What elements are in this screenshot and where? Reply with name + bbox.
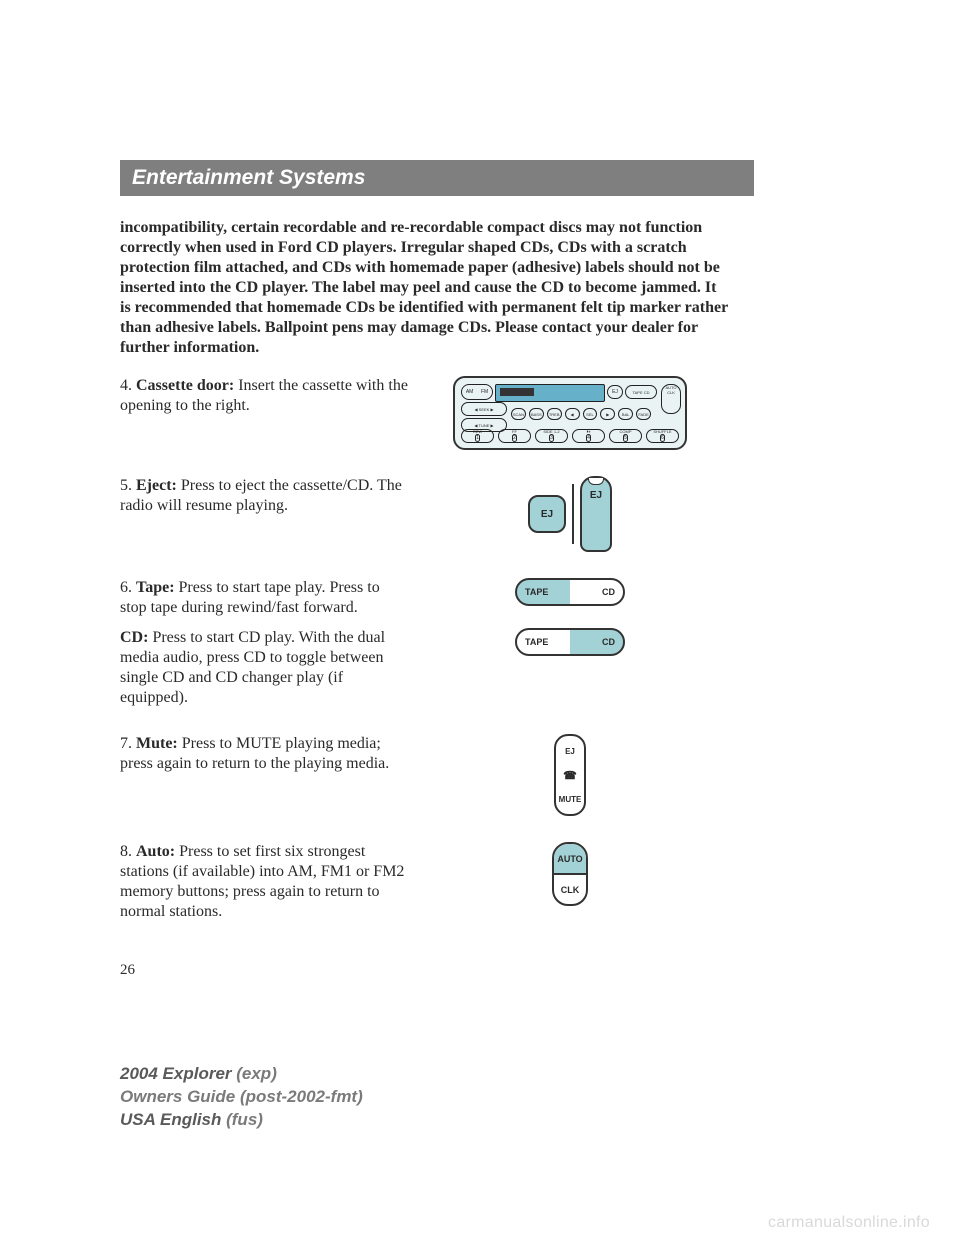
- p1-num: 1: [475, 434, 480, 442]
- p4-num: 4: [586, 434, 591, 442]
- fade-btn: FADE: [636, 408, 651, 420]
- preset-1: REW1: [461, 429, 494, 443]
- figure-divider: [572, 484, 574, 544]
- item-4-figure: AMFM EJ TAPE CD AUTOCLK ◀ SEEK ▶ ◀ TUNE …: [410, 376, 730, 450]
- bass-btn: BASS: [529, 408, 544, 420]
- cd-label: CD: [602, 587, 615, 597]
- phone-icon: ☎: [563, 769, 577, 782]
- item-4-row: 4. Cassette door: Insert the cassette wi…: [120, 376, 730, 450]
- item-5-row: 5. Eject: Press to eject the cassette/CD…: [120, 476, 730, 552]
- radio-tape-cd-button: TAPE CD: [625, 385, 657, 399]
- radio-faceplate: AMFM EJ TAPE CD AUTOCLK ◀ SEEK ▶ ◀ TUNE …: [453, 376, 687, 450]
- item-5-figure: EJ EJ: [410, 476, 730, 552]
- eject-figure: EJ EJ: [528, 476, 612, 552]
- sel-btn: SEL: [583, 408, 598, 420]
- watermark: carmanualsonline.info: [768, 1214, 930, 1232]
- preset-buttons: REW1 FF2 SIDE 1-23 ⏵⏸4 COMP5 SHUFFLE6: [461, 429, 679, 443]
- footer-block: 2004 Explorer (exp) Owners Guide (post-2…: [120, 1063, 363, 1132]
- radio-display: [495, 384, 605, 402]
- item-8-row: 8. Auto: Press to set first six stronges…: [120, 842, 730, 922]
- item-6-row: 6. Tape: Press to start tape play. Press…: [120, 578, 730, 618]
- tape-cd-pill-cd: TAPE CD: [515, 628, 625, 656]
- item-6b-title: CD:: [120, 629, 148, 646]
- mute-label: MUTE: [559, 795, 582, 804]
- mid-controls: SCAN BASS TREB ◀ SEL ▶ BAL FADE: [511, 408, 651, 420]
- item-8-title: Auto:: [136, 843, 175, 860]
- item-6b-body: Press to start CD play. With the dual me…: [120, 629, 385, 706]
- item-6b-row: CD: Press to start CD play. With the dua…: [120, 628, 730, 708]
- item-7-row: 7. Mute: Press to MUTE playing media; pr…: [120, 734, 730, 816]
- treb-btn: TREB: [547, 408, 562, 420]
- footer-lang-code: (fus): [221, 1110, 263, 1129]
- preset-3: SIDE 1-23: [535, 429, 568, 443]
- cd-mini: CD: [644, 390, 650, 395]
- item-6-title: Tape:: [136, 579, 175, 596]
- item-4-title: Cassette door:: [136, 377, 234, 394]
- section-header: Entertainment Systems: [120, 160, 754, 196]
- preset-4: ⏵⏸4: [572, 429, 605, 443]
- item-4-num: 4.: [120, 377, 132, 394]
- scan-btn: SCAN: [511, 408, 526, 420]
- footer-model: 2004 Explorer: [120, 1064, 232, 1083]
- item-7-text: 7. Mute: Press to MUTE playing media; pr…: [120, 734, 410, 774]
- tape-label-2: TAPE: [525, 637, 548, 647]
- p6-num: 6: [660, 434, 665, 442]
- tape-label: TAPE: [525, 587, 548, 597]
- tape-mini: TAPE: [632, 390, 642, 395]
- item-7-figure: EJ ☎ MUTE: [410, 734, 730, 816]
- p3-num: 3: [549, 434, 554, 442]
- item-7-num: 7.: [120, 735, 132, 752]
- page-number: 26: [120, 962, 840, 979]
- clk-mini: CLK: [662, 390, 680, 395]
- clk-label: CLK: [554, 873, 586, 904]
- auto-label: AUTO: [554, 844, 586, 873]
- footer-lang: USA English: [120, 1110, 221, 1129]
- item-8-figure: AUTO CLK: [410, 842, 730, 906]
- preset-2: FF2: [498, 429, 531, 443]
- item-5-num: 5.: [120, 477, 132, 494]
- item-4-text: 4. Cassette door: Insert the cassette wi…: [120, 376, 410, 416]
- p2-num: 2: [512, 434, 517, 442]
- auto-clk-button: AUTO CLK: [552, 842, 588, 906]
- radio-auto-clk: AUTOCLK: [661, 384, 681, 414]
- am-fm-button: AM FM: [461, 384, 493, 400]
- am-label: AM: [466, 389, 474, 395]
- cd-label-2: CD: [602, 637, 615, 647]
- footer-model-code: (exp): [232, 1064, 277, 1083]
- ej-mute-button: EJ ☎ MUTE: [554, 734, 586, 816]
- eject-button-round: EJ: [528, 495, 566, 533]
- intro-warning-text: incompatibility, certain recordable and …: [120, 218, 730, 358]
- bal-btn: BAL: [618, 408, 633, 420]
- item-6b-text: CD: Press to start CD play. With the dua…: [120, 628, 410, 708]
- radio-ej-button: EJ: [607, 385, 623, 399]
- item-7-title: Mute:: [136, 735, 178, 752]
- item-5-text: 5. Eject: Press to eject the cassette/CD…: [120, 476, 410, 516]
- item-6-text: 6. Tape: Press to start tape play. Press…: [120, 578, 410, 618]
- fm-label: FM: [481, 389, 488, 395]
- item-5-title: Eject:: [136, 477, 177, 494]
- ej-label-small: EJ: [565, 747, 575, 756]
- footer-guide: Owners Guide (post-2002-fmt): [120, 1086, 363, 1109]
- preset-6: SHUFFLE6: [646, 429, 679, 443]
- item-6-num: 6.: [120, 579, 132, 596]
- manual-page: Entertainment Systems incompatibility, c…: [0, 0, 960, 979]
- p5-num: 5: [623, 434, 628, 442]
- preset-5: COMP5: [609, 429, 642, 443]
- item-6b-figure: TAPE CD: [410, 628, 730, 656]
- item-8-num: 8.: [120, 843, 132, 860]
- eject-button-tall: EJ: [580, 476, 612, 552]
- tape-cd-pill-tape: TAPE CD: [515, 578, 625, 606]
- item-6-figure: TAPE CD: [410, 578, 730, 606]
- seek-button: ◀ SEEK ▶: [461, 402, 507, 416]
- sel-right: ▶: [600, 408, 615, 420]
- sel-left: ◀: [565, 408, 580, 420]
- item-8-text: 8. Auto: Press to set first six stronges…: [120, 842, 410, 922]
